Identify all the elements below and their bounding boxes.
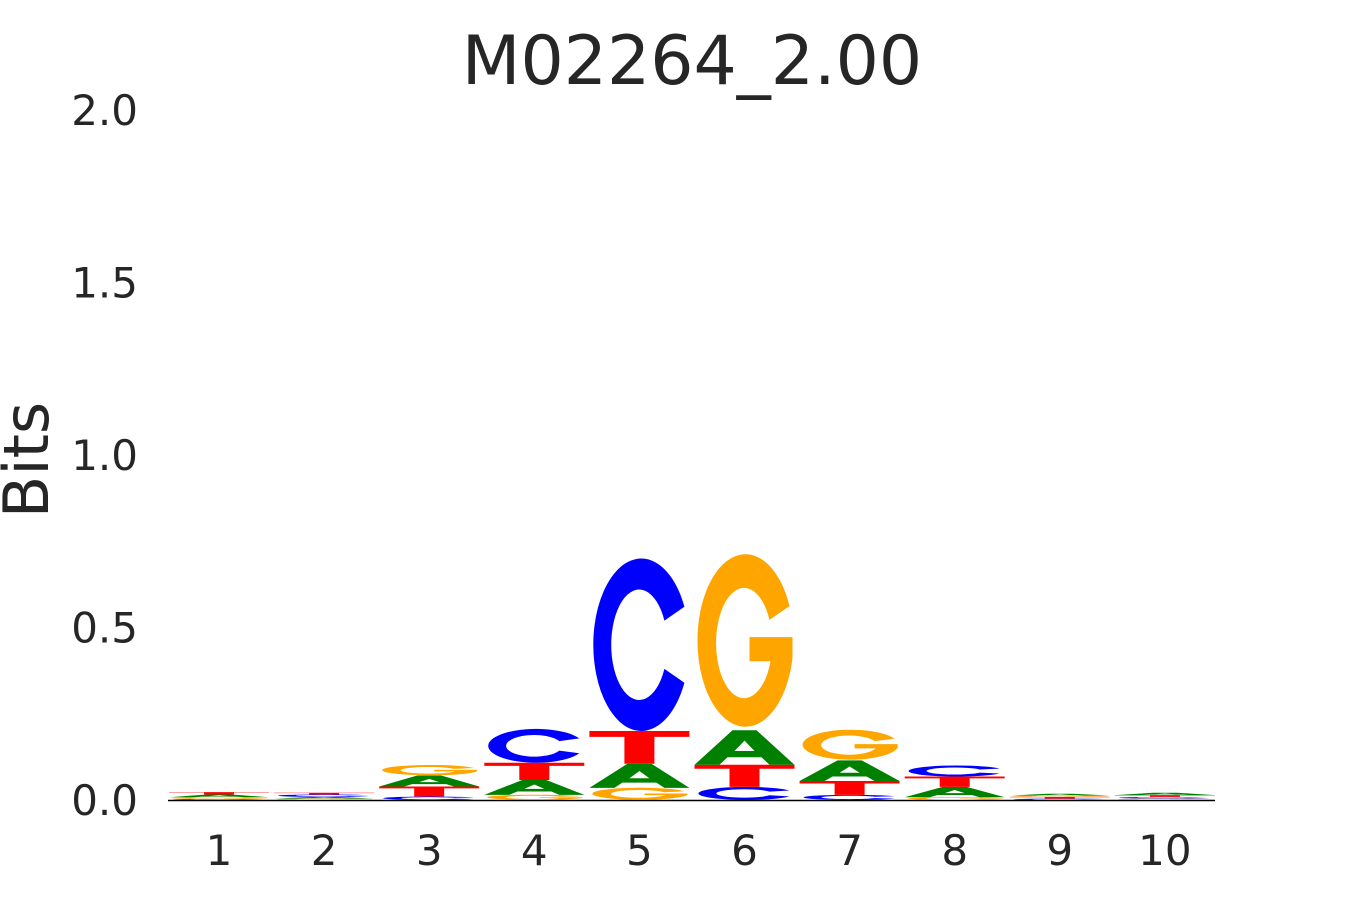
x-tick-label: 6 xyxy=(731,826,758,875)
letter-A-glyph xyxy=(484,779,585,795)
y-tick-label: 1.0 xyxy=(71,431,138,480)
x-tick-label: 2 xyxy=(311,826,338,875)
letter-G-glyph xyxy=(1012,795,1108,797)
letter-stack-9 xyxy=(1009,793,1110,800)
letter-G-glyph xyxy=(382,764,478,776)
letter-C-glyph xyxy=(908,765,1000,777)
letter-stack-5 xyxy=(589,558,690,800)
y-tick-label: 1.5 xyxy=(71,259,138,308)
letter-G-glyph xyxy=(907,797,1003,800)
letter-T-glyph xyxy=(589,731,690,764)
letter-G-glyph xyxy=(171,797,267,799)
x-tick-label: 7 xyxy=(836,826,863,875)
letter-A-glyph xyxy=(589,763,690,788)
x-tick-label: 3 xyxy=(416,826,443,875)
letter-T-glyph xyxy=(694,764,795,787)
y-tick-label: 2.0 xyxy=(71,86,138,135)
letter-T-glyph xyxy=(1009,796,1110,799)
letter-stacks xyxy=(169,554,1215,800)
x-tick-label: 4 xyxy=(521,826,548,875)
letter-T-glyph xyxy=(484,762,585,780)
letter-stack-8 xyxy=(904,765,1005,800)
letter-C-glyph xyxy=(698,786,790,800)
letter-stack-1 xyxy=(169,792,269,800)
x-tick-label: 8 xyxy=(941,826,968,875)
letter-T-glyph xyxy=(379,786,480,797)
letter-T-glyph xyxy=(274,792,375,795)
letter-stack-3 xyxy=(379,764,480,800)
letter-C-glyph xyxy=(803,794,895,800)
letter-C-glyph xyxy=(1118,796,1210,799)
letter-stack-6 xyxy=(694,554,795,800)
letter-G-glyph xyxy=(802,729,898,760)
letter-A-glyph xyxy=(1009,793,1110,796)
x-tick-label: 9 xyxy=(1046,826,1073,875)
letter-stack-2 xyxy=(274,792,375,800)
letter-G-glyph xyxy=(277,798,373,800)
letter-G-glyph xyxy=(592,787,688,800)
letter-T-glyph xyxy=(1114,795,1215,797)
letter-A-glyph xyxy=(169,794,269,798)
letter-A-glyph xyxy=(694,730,795,765)
letter-G-glyph xyxy=(1117,798,1213,800)
y-tick-label: 0.5 xyxy=(71,604,138,653)
letter-stack-7 xyxy=(799,729,900,800)
letter-C-glyph xyxy=(172,798,264,800)
x-axis-ticks: 1 2 3 4 5 6 7 8 9 10 xyxy=(206,826,1192,875)
letter-A-glyph xyxy=(1114,792,1215,796)
letter-A-glyph xyxy=(274,796,375,799)
letter-T-glyph xyxy=(169,792,269,795)
letter-stack-10 xyxy=(1114,792,1215,800)
letter-A-glyph xyxy=(904,786,1005,798)
letter-T-glyph xyxy=(904,776,1005,787)
x-tick-label: 1 xyxy=(206,826,233,875)
letter-G-glyph xyxy=(697,554,793,727)
letter-A-glyph xyxy=(799,760,900,782)
letter-T-glyph xyxy=(799,781,900,795)
letter-C-glyph xyxy=(488,728,580,763)
x-tick-label: 10 xyxy=(1138,826,1191,875)
letter-C-glyph xyxy=(1013,798,1105,800)
letter-C-glyph xyxy=(383,796,475,800)
letter-C-glyph xyxy=(593,558,685,731)
letter-C-glyph xyxy=(277,794,370,797)
y-axis-label: Bits xyxy=(0,402,63,518)
letter-A-glyph xyxy=(379,775,480,787)
chart-title: M02264_2.00 xyxy=(462,22,922,101)
x-tick-label: 5 xyxy=(626,826,653,875)
letter-G-glyph xyxy=(487,794,583,800)
y-axis-ticks: 0.0 0.5 1.0 1.5 2.0 xyxy=(71,86,138,825)
letter-stack-4 xyxy=(484,728,585,800)
y-tick-label: 0.0 xyxy=(71,776,138,825)
